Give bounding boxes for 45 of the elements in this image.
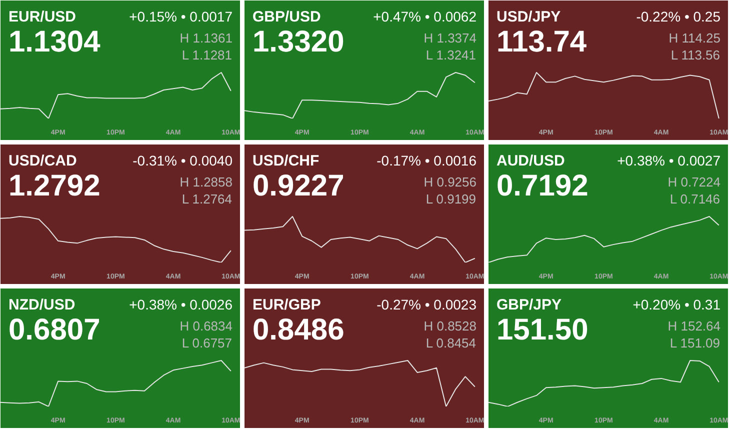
text: 0.6807 (8, 314, 100, 346)
text: L 0.7146 (670, 192, 720, 206)
chart-title: USD/CHF (252, 152, 320, 170)
text: -0.22% • 0.25 (636, 8, 721, 24)
text: H 1.3374 (424, 30, 477, 46)
text: 1.3320 (252, 26, 344, 58)
chart-title: AUD/USD (496, 152, 565, 170)
text: 1.2792 (8, 170, 100, 202)
text: -0.31% • 0.0040 (132, 152, 233, 168)
text: H 152.64 (668, 318, 721, 334)
chart-title: GBP/JPY (496, 296, 562, 314)
text: L 1.1281 (182, 48, 232, 62)
text: L 1.3241 (426, 48, 476, 62)
text: 0.9227 (252, 170, 344, 202)
chart-title: USD/CAD (8, 152, 77, 170)
chart-title: USD/JPY (496, 8, 561, 26)
chart-title: EUR/USD (8, 8, 76, 26)
text: +0.38% • 0.0026 (129, 296, 233, 312)
text: 113.74 (496, 26, 587, 58)
text: 151.50 (496, 314, 588, 346)
text: H 1.2858 (180, 174, 233, 190)
text: 0.8486 (252, 314, 344, 346)
text: +0.15% • 0.0017 (129, 8, 233, 24)
text: +0.20% • 0.31 (632, 296, 721, 312)
text: L 113.56 (670, 48, 720, 62)
text: H 0.7224 (668, 174, 721, 190)
text: L 0.6757 (182, 336, 232, 350)
text: H 114.25 (668, 30, 720, 46)
text: +0.47% • 0.0062 (373, 8, 477, 24)
chart-title: GBP/USD (252, 8, 322, 26)
text: L 0.9199 (426, 192, 476, 206)
text: L 0.8454 (426, 336, 476, 350)
text: 1.1304 (8, 26, 101, 58)
chart-title: NZD/USD (8, 296, 76, 314)
text: L 151.09 (670, 336, 720, 350)
text: -0.17% • 0.0016 (376, 152, 477, 168)
text: +0.38% • 0.0027 (617, 152, 721, 168)
text: H 0.9256 (424, 174, 477, 190)
text: 0.7192 (496, 170, 588, 202)
text: H 0.6834 (180, 318, 233, 334)
chart-title: EUR/GBP (252, 296, 321, 314)
text: -0.27% • 0.0023 (376, 296, 477, 312)
text: H 0.8528 (424, 318, 477, 334)
text: L 1.2764 (182, 192, 232, 206)
text: H 1.1361 (180, 30, 233, 46)
